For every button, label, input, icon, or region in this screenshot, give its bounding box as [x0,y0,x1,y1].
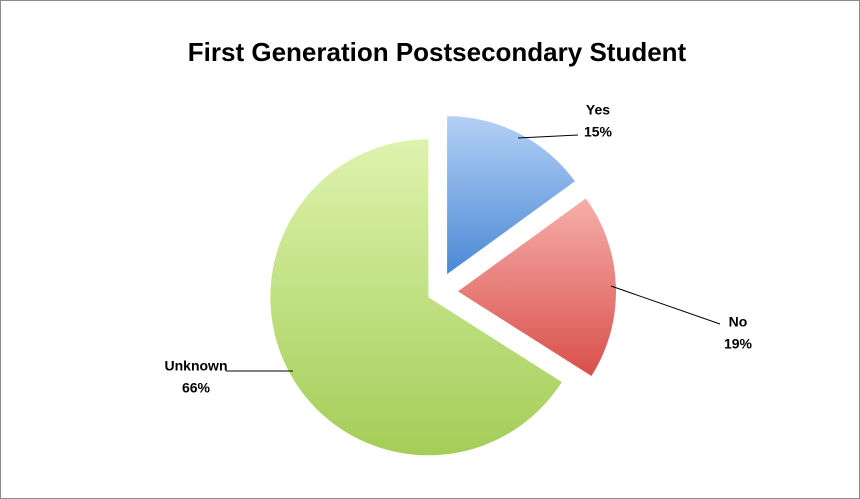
slice-label: Yes [586,102,610,118]
pie-slice [457,198,616,377]
leader-line [517,134,579,139]
slice-label: Unknown [165,358,228,374]
slice-value-label: 19% [724,336,753,352]
slice-label: No [729,314,748,330]
slice-value-label: 66% [182,380,211,396]
slice-value-label: 15% [584,124,613,140]
pie-slice [447,116,575,275]
pie-slice [270,139,562,456]
chart-title: First Generation Postsecondary Student [188,37,687,67]
leader-line [610,285,721,325]
